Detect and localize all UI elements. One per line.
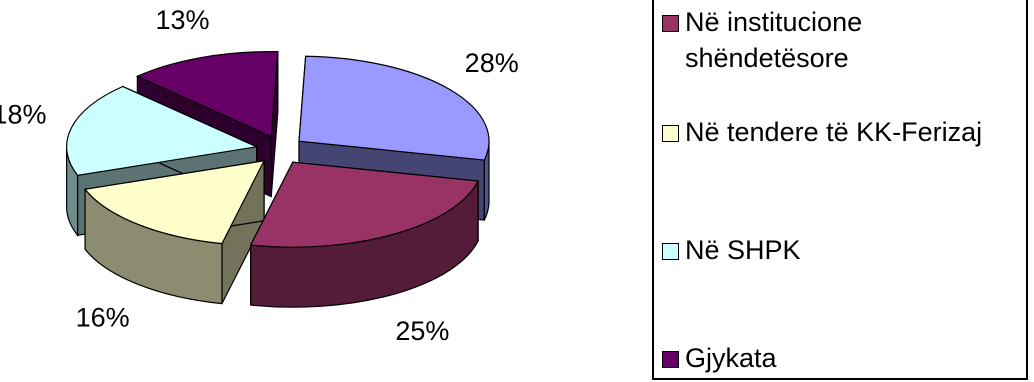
pie-slice-top bbox=[66, 85, 259, 176]
legend: Në institucione shëndetësore Në tendere … bbox=[652, 0, 1028, 380]
slice-percentage-label: 13% bbox=[155, 5, 209, 35]
pie-slice-top bbox=[135, 51, 279, 138]
legend-label: Gjykata bbox=[685, 343, 777, 373]
pie-slice bbox=[249, 161, 479, 308]
slice-percentage-label: 28% bbox=[465, 48, 519, 78]
legend-label: Në tendere të KK-Ferizaj bbox=[685, 117, 983, 147]
slice-percentage-label: 25% bbox=[395, 316, 449, 346]
legend-swatch bbox=[662, 243, 679, 260]
legend-item: Në SHPK bbox=[662, 232, 1015, 268]
legend-swatch bbox=[662, 15, 679, 32]
slice-percentage-label: 18% bbox=[0, 100, 46, 130]
pie-slice bbox=[83, 159, 266, 305]
pie-chart: 28% 25% 16% 18% 13% bbox=[0, 5, 519, 346]
slice-percentage-label: 16% bbox=[76, 303, 130, 333]
pie-slice-top bbox=[298, 55, 490, 161]
pie-slice-top bbox=[249, 161, 479, 248]
legend-item: Në institucione shëndetësore bbox=[662, 4, 1015, 76]
pie-slice-top bbox=[83, 159, 266, 245]
legend-item: Në tendere të KK-Ferizaj bbox=[662, 114, 1015, 150]
legend-item: Gjykata bbox=[662, 340, 1015, 376]
legend-swatch bbox=[662, 351, 679, 368]
legend-swatch bbox=[662, 125, 679, 142]
legend-label: Në SHPK bbox=[685, 235, 801, 265]
legend-label: Në institucione shëndetësore bbox=[685, 7, 863, 73]
